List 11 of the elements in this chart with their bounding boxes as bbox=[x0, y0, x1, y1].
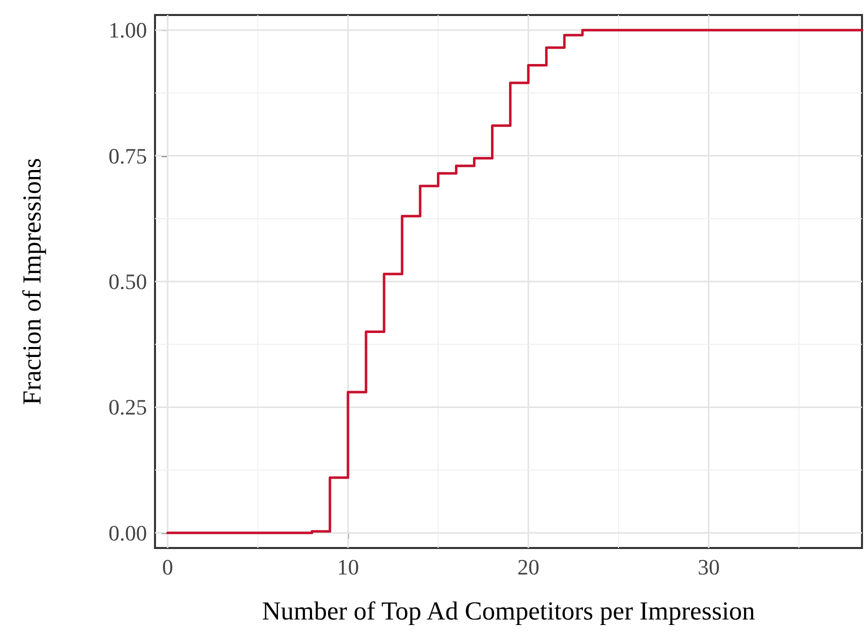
x-tick-label: 20 bbox=[517, 554, 540, 580]
x-tick-label: 0 bbox=[162, 554, 174, 580]
x-axis-title: Number of Top Ad Competitors per Impression bbox=[262, 596, 756, 626]
y-tick-label: 0.25 bbox=[108, 394, 147, 420]
y-tick-label: 0.00 bbox=[108, 520, 147, 546]
y-tick-label: 0.50 bbox=[108, 269, 147, 294]
y-tick-label: 1.00 bbox=[108, 18, 147, 43]
y-tick-label: 0.75 bbox=[108, 143, 147, 168]
x-tick-label: 10 bbox=[336, 554, 359, 580]
y-axis-title: Fraction of Impressions bbox=[18, 158, 46, 405]
x-tick-label: 30 bbox=[698, 554, 720, 580]
